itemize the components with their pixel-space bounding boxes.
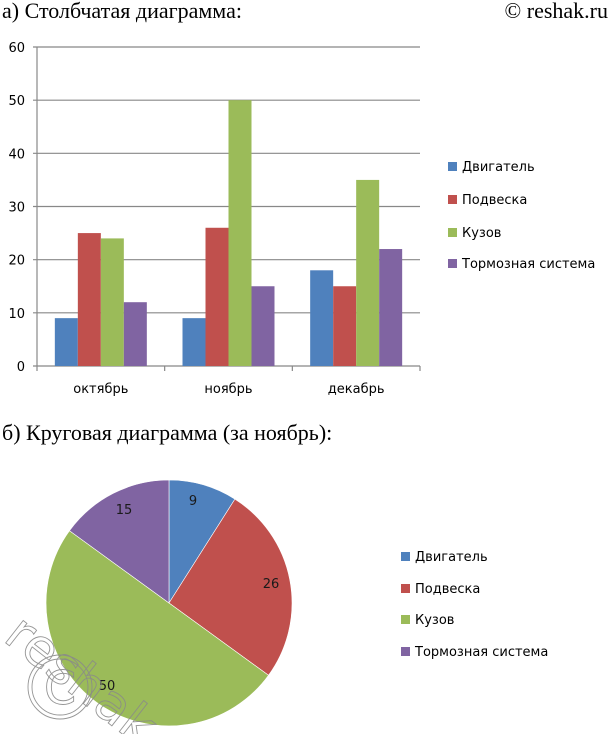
pie-data-label: 15: [116, 503, 133, 518]
svg-text:C: C: [44, 661, 76, 715]
legend-swatch: [448, 162, 457, 171]
pie-data-label: 50: [99, 679, 116, 694]
pie-slice: [45, 530, 269, 727]
y-tick-label: 40: [8, 147, 25, 162]
bar-chart: 0 10 20 30 40 50 60 октябрь ноябрь декабрь Двигате…: [8, 41, 595, 397]
legend-swatch: [448, 228, 457, 237]
legend-swatch: [401, 584, 410, 593]
y-tick-label: 30: [8, 201, 25, 216]
legend-swatch: [401, 615, 410, 624]
pie-slice: [69, 479, 170, 604]
pie-data-label: 26: [263, 577, 280, 592]
legend-swatch: [448, 259, 457, 268]
bar: [77, 233, 101, 366]
bar: [356, 179, 380, 366]
legend-label: Тормозная система: [414, 645, 548, 660]
bar: [123, 302, 147, 366]
copyright-icon: [27, 654, 93, 720]
legend-label: Двигатель: [415, 550, 488, 565]
copyright-notice: © reshak.ru: [504, 0, 608, 23]
legend-label: Двигатель: [462, 160, 535, 175]
bar: [182, 318, 206, 366]
legend-swatch: [401, 647, 410, 656]
pie-data-label: 9: [189, 494, 197, 509]
bar: [54, 318, 78, 366]
bar: [251, 286, 275, 366]
bar: [100, 238, 124, 366]
bar: [205, 227, 229, 366]
bar: [379, 249, 403, 366]
x-category-label: октябрь: [73, 382, 128, 397]
legend-swatch: [401, 552, 410, 561]
legend-swatch: [448, 195, 457, 204]
legend-label: Тормозная система: [461, 257, 595, 272]
legend-label: Подвеска: [462, 193, 527, 208]
bar-chart-heading: а) Столбчатая диаграмма:: [2, 0, 242, 23]
y-tick-label: 20: [8, 254, 25, 269]
bar: [333, 286, 357, 366]
x-category-label: декабрь: [328, 382, 385, 397]
legend-label: Кузов: [462, 226, 501, 241]
y-tick-label: 10: [8, 307, 25, 322]
bar: [228, 100, 252, 367]
legend-label: Подвеска: [415, 582, 480, 597]
bar: [310, 270, 334, 366]
pie-chart-heading: б) Круговая диаграмма (за ноябрь):: [2, 420, 333, 445]
pie-slice: [168, 498, 293, 676]
y-tick-label: 0: [17, 360, 25, 375]
y-tick-label: 50: [8, 94, 25, 109]
legend-label: Кузов: [415, 613, 454, 628]
y-tick-label: 60: [8, 41, 25, 56]
x-category-label: ноябрь: [204, 382, 252, 397]
